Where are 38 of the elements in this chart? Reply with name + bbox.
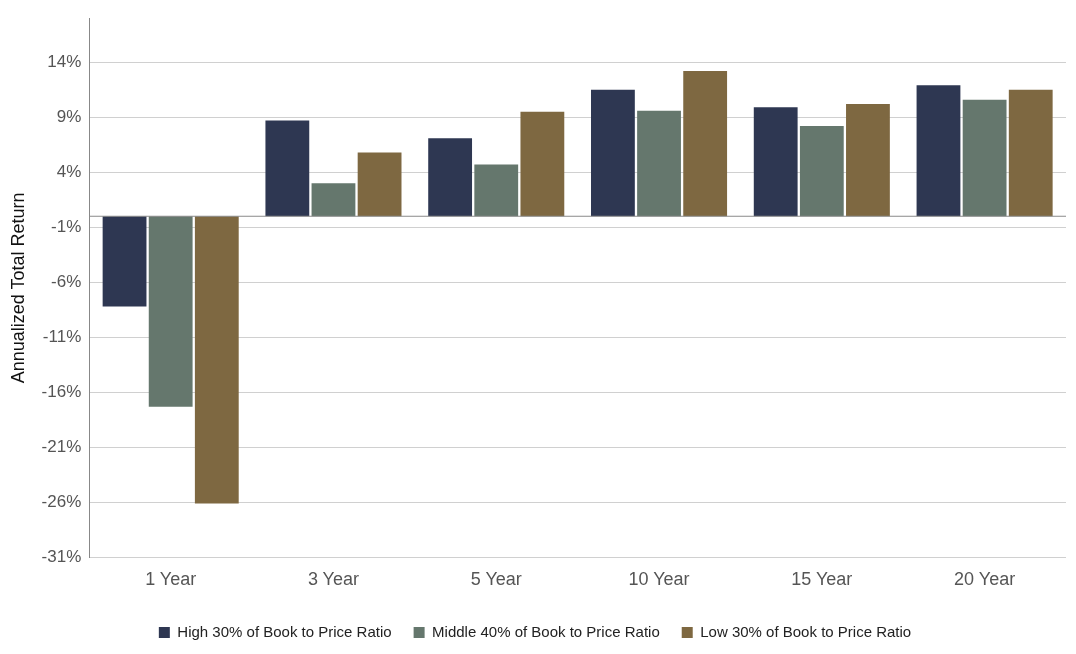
y-tick-label: 4%	[56, 161, 82, 181]
bar	[194, 216, 239, 504]
y-tick-label: -31%	[41, 547, 82, 567]
bar	[428, 138, 473, 217]
bar	[265, 120, 310, 217]
bar	[357, 152, 402, 217]
x-tick-label: 15 Year	[791, 569, 853, 590]
bar	[846, 104, 890, 217]
bar	[474, 164, 519, 217]
bar	[520, 111, 565, 217]
bar	[102, 216, 147, 307]
x-tick-label: 20 Year	[954, 569, 1016, 590]
bar	[148, 216, 193, 407]
bar	[962, 99, 1007, 217]
legend-label: Middle 40% of Book to Price Ratio	[432, 622, 660, 640]
bar	[916, 85, 961, 217]
legend-label: Low 30% of Book to Price Ratio	[700, 622, 912, 640]
bar	[637, 110, 681, 217]
x-tick-label: 1 Year	[145, 569, 197, 590]
y-tick-label: 9%	[56, 106, 82, 126]
y-axis-title: Annualized Total Return	[7, 192, 28, 384]
y-tick-label: -26%	[41, 492, 82, 512]
bar	[1008, 89, 1053, 217]
y-tick-label: 14%	[47, 51, 82, 71]
legend-label: High 30% of Book to Price Ratio	[177, 622, 392, 640]
bar	[591, 89, 635, 217]
y-tick-label: -11%	[42, 327, 82, 347]
bar	[683, 71, 728, 217]
bar	[753, 107, 798, 217]
y-tick-label: -1%	[51, 216, 82, 236]
bar	[799, 126, 844, 217]
x-tick-label: 5 Year	[470, 569, 522, 590]
bar	[311, 183, 356, 217]
x-tick-label: 10 Year	[628, 569, 690, 590]
y-tick-label: -16%	[41, 382, 82, 402]
y-tick-label: -21%	[41, 437, 82, 457]
y-tick-label: -6%	[51, 271, 82, 291]
x-tick-label: 3 Year	[307, 569, 359, 590]
